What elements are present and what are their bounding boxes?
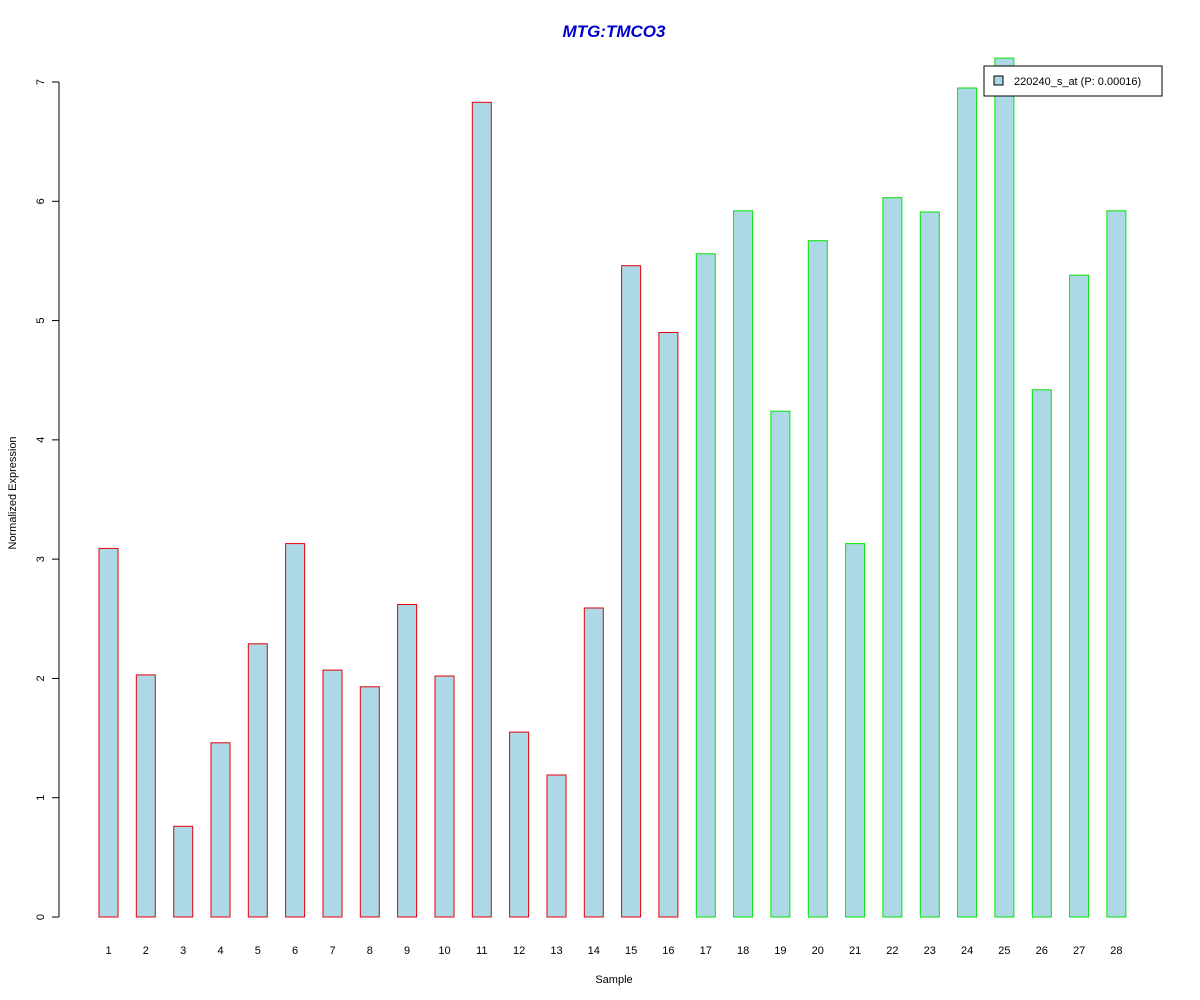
- bar-sample-19: [770, 410, 791, 918]
- bar-sample-18: [733, 210, 754, 918]
- bar-sample-9: [397, 604, 418, 918]
- x-tick-label: 16: [662, 945, 674, 957]
- x-tick-label: 24: [961, 945, 973, 957]
- legend-label: 220240_s_at (P: 0.00016): [1014, 76, 1141, 88]
- x-tick-label: 25: [998, 945, 1010, 957]
- x-tick-label: 17: [700, 945, 712, 957]
- y-tick-label: 1: [35, 795, 47, 801]
- x-tick-label: 18: [737, 945, 749, 957]
- bar-sample-27: [1069, 274, 1090, 918]
- x-tick-label: 5: [255, 945, 261, 957]
- chart-title: MTG:TMCO3: [563, 22, 666, 41]
- x-tick-label: 1: [105, 945, 111, 957]
- legend-box: [983, 65, 1163, 97]
- bar-sample-8: [359, 686, 380, 918]
- x-tick-label: 4: [217, 945, 223, 957]
- x-tick-label: 3: [180, 945, 186, 957]
- bar-sample-22: [882, 197, 903, 918]
- y-tick-label: 2: [35, 675, 47, 681]
- bar-sample-3: [173, 825, 194, 918]
- bar-sample-25: [994, 57, 1015, 918]
- y-axis-label: Normalized Expression: [7, 436, 19, 549]
- x-tick-label: 8: [367, 945, 373, 957]
- x-tick-label: 14: [588, 945, 600, 957]
- x-tick-label: 20: [812, 945, 824, 957]
- bar-sample-14: [583, 607, 604, 918]
- legend: 220240_s_at (P: 0.00016): [983, 65, 1163, 97]
- bar-sample-16: [658, 332, 679, 918]
- x-tick-label: 22: [886, 945, 898, 957]
- x-tick-label: 12: [513, 945, 525, 957]
- bar-sample-24: [957, 87, 978, 918]
- x-tick-label: 2: [143, 945, 149, 957]
- y-tick-label: 0: [35, 914, 47, 920]
- bar-sample-15: [621, 265, 642, 918]
- bar-sample-11: [471, 101, 492, 918]
- bar-sample-17: [695, 253, 716, 918]
- bar-sample-6: [285, 543, 306, 918]
- x-tick-label: 15: [625, 945, 637, 957]
- bar-sample-1: [98, 547, 119, 918]
- bar-sample-5: [247, 643, 268, 918]
- x-tick-label: 9: [404, 945, 410, 957]
- y-tick-label: 3: [35, 556, 47, 562]
- y-axis: 0 1 2 3 4 5 6 7: [35, 79, 60, 920]
- x-tick-label: 26: [1036, 945, 1048, 957]
- x-axis-label: Sample: [595, 974, 632, 986]
- x-tick-label: 10: [438, 945, 450, 957]
- legend-swatch: [993, 75, 1004, 86]
- bar-sample-7: [322, 669, 343, 918]
- y-tick-label: 7: [35, 79, 47, 85]
- x-tick-label: 13: [550, 945, 562, 957]
- y-tick-label: 4: [35, 437, 47, 443]
- x-tick-label: 21: [849, 945, 861, 957]
- y-tick-label: 6: [35, 198, 47, 204]
- bars: [98, 57, 1127, 918]
- y-tick-label: 5: [35, 318, 47, 324]
- x-tick-label: 28: [1110, 945, 1122, 957]
- x-tick-label: 11: [476, 945, 487, 957]
- bar-sample-23: [919, 211, 940, 918]
- x-axis-ticks: 1 2 3 4 5 6 7 8 9 10 11 12 13 14 15 16 17 18 19 20 21 22 23 24 2…: [105, 945, 1122, 957]
- bar-sample-26: [1031, 389, 1052, 918]
- x-tick-label: 27: [1073, 945, 1085, 957]
- bar-sample-13: [546, 774, 567, 918]
- bar-sample-4: [210, 742, 231, 918]
- bar-sample-2: [135, 674, 156, 918]
- x-tick-label: 7: [329, 945, 335, 957]
- bar-sample-28: [1106, 210, 1127, 918]
- x-tick-label: 19: [774, 945, 786, 957]
- bar-sample-20: [807, 240, 828, 918]
- x-tick-label: 6: [292, 945, 298, 957]
- x-tick-label: 23: [924, 945, 936, 957]
- bar-sample-10: [434, 675, 455, 918]
- bar-sample-21: [845, 543, 866, 918]
- bar-sample-12: [509, 731, 530, 918]
